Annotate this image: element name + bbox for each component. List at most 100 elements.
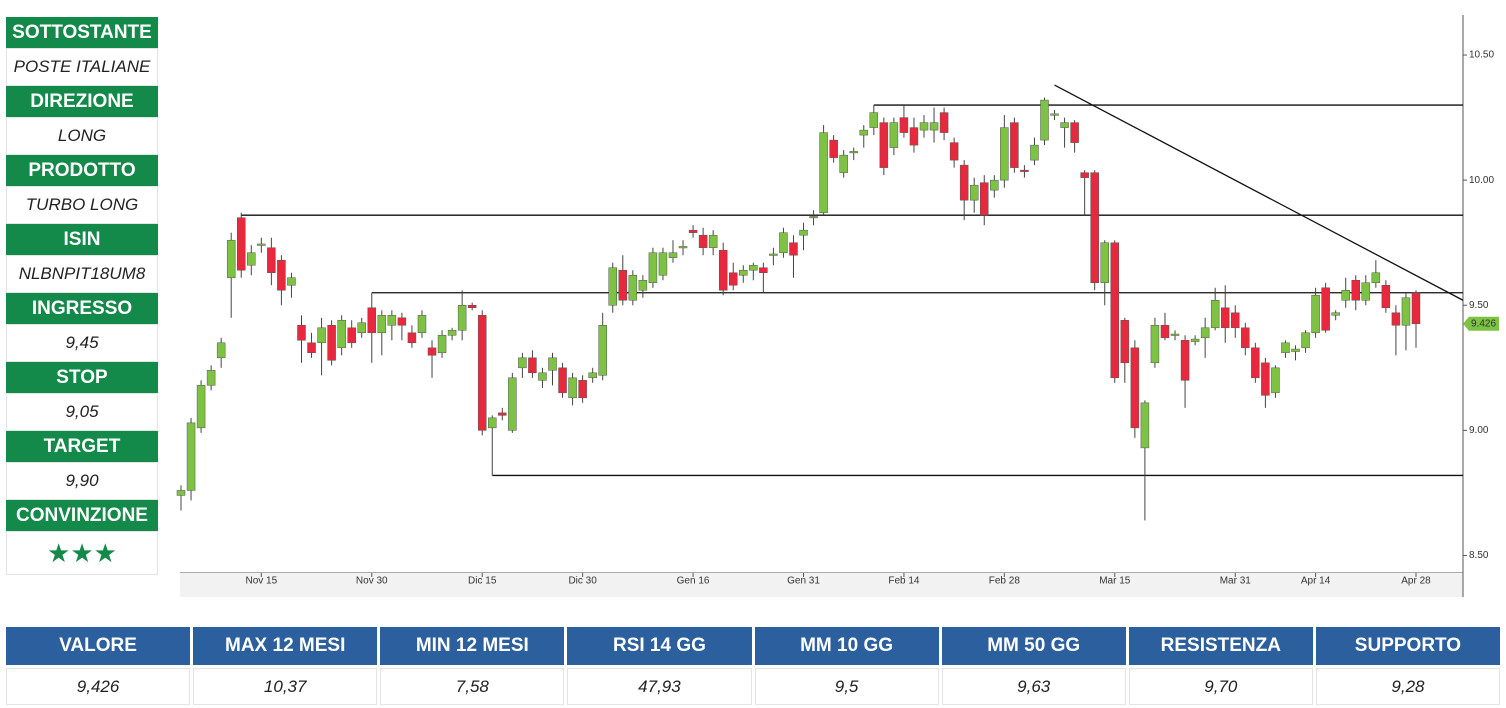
candle-body [1301, 332, 1310, 349]
candle-body [658, 252, 668, 276]
candle-body [1140, 402, 1150, 449]
candle-body [387, 315, 397, 326]
candle-body [789, 242, 798, 256]
table-cell: 9,70 [1129, 668, 1313, 705]
candle-body [397, 317, 407, 326]
candle-body [849, 151, 858, 154]
candle-body [728, 272, 738, 286]
y-tick-label: 10.00 [1469, 175, 1494, 186]
candle-body [829, 139, 838, 158]
last-price-tag [1463, 316, 1499, 331]
candle-body [1060, 122, 1069, 128]
candle-body [578, 380, 587, 399]
candle-body [688, 229, 698, 233]
candle-body [889, 122, 899, 148]
y-tick-label: 9.00 [1469, 425, 1489, 436]
candle-body [598, 325, 607, 376]
table-header: MM 50 GG [941, 627, 1126, 665]
candle-body [869, 112, 879, 128]
candle-body [236, 217, 246, 271]
candle-body [457, 305, 467, 331]
table-header: RESISTENZA [1128, 627, 1313, 665]
candle-body [990, 179, 999, 191]
candle-body [1050, 113, 1059, 116]
candle-body [1100, 242, 1109, 283]
candle-body [287, 277, 296, 286]
x-tick-label: Feb 28 [989, 576, 1021, 587]
candle-body [538, 372, 547, 381]
candle-body [427, 347, 437, 356]
x-tick-label: Dic 30 [568, 576, 597, 587]
candle-body [488, 417, 497, 429]
candle-body [1010, 122, 1019, 168]
candle-body [508, 377, 517, 431]
candle-body [809, 216, 818, 219]
x-tick-label: Nov 15 [245, 576, 277, 587]
candle-body [739, 269, 748, 276]
candle-body [1180, 340, 1190, 381]
x-tick-label: Dic 15 [468, 576, 497, 587]
candle-body [1321, 287, 1330, 331]
candle-body [980, 182, 989, 216]
candle-body [879, 122, 889, 168]
table-cell: 9,28 [1316, 668, 1500, 705]
candle-body [759, 267, 768, 273]
candle-body [819, 132, 828, 213]
candle-body [206, 370, 216, 386]
candle-body [1361, 282, 1371, 301]
field-value: POSTE ITALIANE [6, 48, 158, 86]
x-tick-label: Feb 14 [888, 576, 920, 587]
y-tick-label: 9.50 [1469, 300, 1489, 311]
candle-body [337, 320, 346, 349]
candle-body [1311, 295, 1320, 334]
table-header: SUPPORTO [1315, 627, 1500, 665]
candle-body [1030, 144, 1039, 161]
field-label: CONVINZIONE [6, 500, 158, 531]
candle-body [467, 305, 477, 309]
sidebar: SOTTOSTANTE POSTE ITALIANE DIREZIONE LONG PR… [6, 17, 158, 575]
candle-body [919, 122, 929, 131]
candle-body [176, 490, 186, 496]
candle-body [226, 239, 236, 278]
candle-body [267, 247, 276, 273]
table-header: MAX 12 MESI [193, 627, 378, 665]
candle-body [297, 325, 306, 341]
field-value: NLBNPIT18UM8 [6, 255, 158, 293]
field-label: STOP [6, 362, 158, 393]
candle-body [1040, 99, 1049, 141]
table-cell: 9,63 [942, 668, 1126, 705]
y-tick-label: 8.50 [1469, 550, 1489, 561]
candle-body [347, 327, 356, 344]
candle-body [1210, 300, 1220, 329]
candle-body [708, 234, 718, 248]
field-label: SOTTOSTANTE [6, 17, 158, 48]
candle-body [1271, 367, 1280, 394]
candle-body [437, 335, 447, 354]
x-tick-label: Mar 31 [1220, 576, 1252, 587]
candle-body [317, 327, 326, 344]
candle-body [257, 243, 266, 246]
field-value: 9,05 [6, 393, 158, 431]
candle-body [1090, 172, 1099, 283]
field-label: TARGET [6, 431, 158, 462]
candle-body [648, 252, 658, 283]
candle-body [477, 315, 487, 431]
candle-body [779, 232, 788, 253]
candle-body [1200, 327, 1210, 339]
stats-table: VALORE MAX 12 MESI MIN 12 MESI RSI 14 GG MM … [6, 627, 1500, 705]
table-cell: 9,426 [6, 668, 190, 705]
candle-body [247, 252, 256, 266]
candle-body [608, 267, 617, 306]
candle-body [769, 253, 778, 256]
candle-body [939, 112, 949, 133]
table-cell: 10,37 [193, 668, 377, 705]
last-price-label: 9.426 [1471, 318, 1496, 329]
candle-body [186, 422, 196, 491]
table-header: MM 10 GG [754, 627, 939, 665]
field-label: DIREZIONE [6, 86, 158, 117]
candle-body [307, 342, 316, 354]
candle-body [749, 264, 758, 271]
candle-body [859, 129, 869, 136]
